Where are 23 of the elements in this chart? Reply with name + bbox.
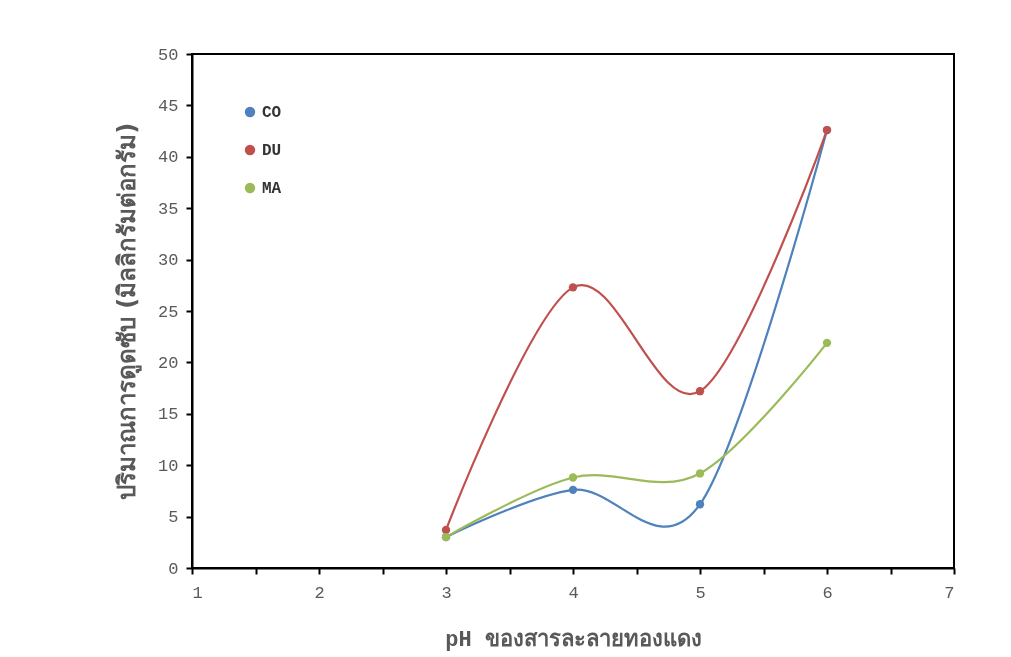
- x-axis-title: pH ของสารละลายทองแดง: [445, 627, 702, 653]
- x-tick-label: 2: [314, 583, 325, 603]
- x-tick-label: 5: [695, 583, 706, 603]
- y-tick-label: 20: [158, 353, 179, 373]
- y-tick-label: 45: [158, 96, 179, 116]
- y-tick-label: 25: [158, 302, 179, 322]
- x-tick-label: 4: [568, 583, 579, 603]
- y-tick-label: 5: [168, 508, 179, 528]
- y-tick-label: 15: [158, 405, 179, 425]
- x-tick-label: 3: [441, 583, 452, 603]
- y-tick-label: 10: [158, 456, 179, 476]
- legend-label: DU: [262, 142, 282, 160]
- y-tick-label: 30: [158, 251, 179, 271]
- y-axis-title: ปริมาณการดูดซับ (มิลลิกรัมต่อกรัม): [113, 122, 143, 501]
- x-tick-label: 1: [192, 583, 203, 603]
- legend-label: MA: [262, 180, 282, 198]
- y-tick-label: 40: [158, 148, 179, 168]
- y-tick-label: 35: [158, 199, 179, 219]
- y-tick-label: 50: [158, 45, 179, 65]
- x-tick-label: 6: [822, 583, 833, 603]
- y-tick-label: 0: [168, 559, 179, 579]
- legend-label: CO: [262, 104, 282, 122]
- x-tick-label: 7: [944, 583, 955, 603]
